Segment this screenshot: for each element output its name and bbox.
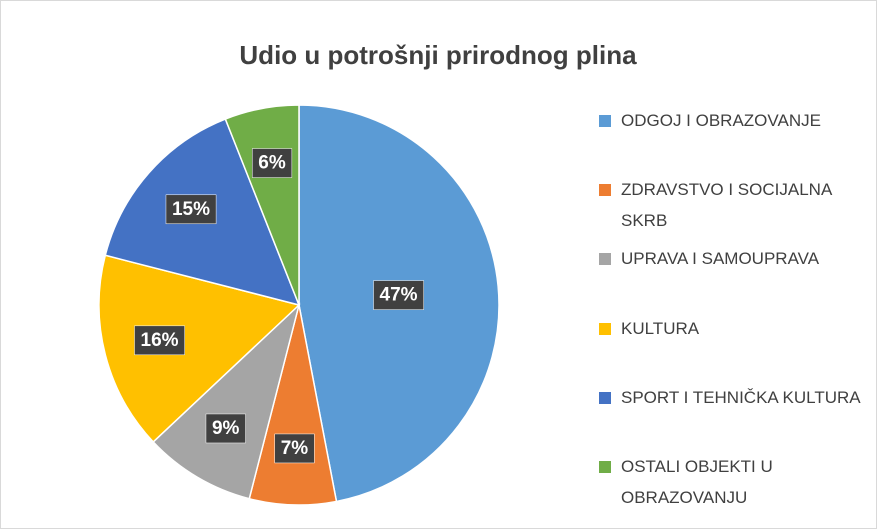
data-label-text: 7% — [281, 438, 309, 459]
legend: ODGOJ I OBRAZOVANJE ZDRAVSTVO I SOCIJALNA… — [599, 105, 869, 513]
data-label-box — [134, 325, 185, 356]
legend-label: OSTALI OBJEKTI U OBRAZOVANJU — [621, 456, 773, 507]
data-label-box — [205, 413, 246, 444]
legend-label: KULTURA — [621, 318, 700, 338]
data-label-text: 16% — [141, 330, 179, 351]
legend-label: UPRAVA I SAMOUPRAVA — [621, 249, 820, 269]
legend-label: ZDRAVSTVO I SOCIJALNA SKRB — [621, 180, 832, 231]
legend-swatch — [599, 460, 611, 473]
data-label-box — [252, 148, 293, 178]
data-label: 16% — [134, 325, 185, 356]
pie-slice — [98, 254, 301, 443]
legend-item: SPORT I TEHNIČKA KULTURA — [599, 382, 869, 444]
data-label-box — [165, 194, 217, 225]
data-label-box — [274, 433, 315, 464]
legend-item: UPRAVA I SAMOUPRAVA — [599, 243, 869, 305]
legend-swatch — [599, 184, 611, 197]
legend-label: ODGOJ I OBRAZOVANJE — [621, 111, 821, 130]
data-label-text: 47% — [380, 285, 418, 306]
data-label-box — [373, 280, 424, 310]
pie-slice — [152, 302, 301, 500]
data-label: 7% — [274, 433, 315, 464]
data-label: 9% — [205, 413, 246, 444]
legend-swatch — [599, 253, 611, 266]
data-label-text: 9% — [212, 418, 240, 439]
legend-item: ZDRAVSTVO I SOCIJALNA SKRB — [599, 174, 869, 236]
chart-title: Udio u potrošnji prirodnog plina — [239, 40, 637, 70]
legend-label: SPORT I TEHNIČKA KULTURA — [621, 387, 861, 407]
data-label: 15% — [165, 194, 217, 225]
legend-item: OSTALI OBJEKTI U OBRAZOVANJU — [599, 451, 869, 513]
legend-swatch — [599, 322, 611, 335]
legend-swatch — [599, 391, 611, 404]
legend-swatch — [599, 115, 611, 127]
legend-item: KULTURA — [599, 313, 869, 375]
data-label: 47% — [373, 280, 424, 310]
data-label-text: 6% — [258, 153, 286, 174]
data-label: 6% — [252, 148, 293, 178]
legend-item: ODGOJ I OBRAZOVANJE — [599, 105, 869, 167]
data-label-text: 15% — [172, 199, 210, 220]
